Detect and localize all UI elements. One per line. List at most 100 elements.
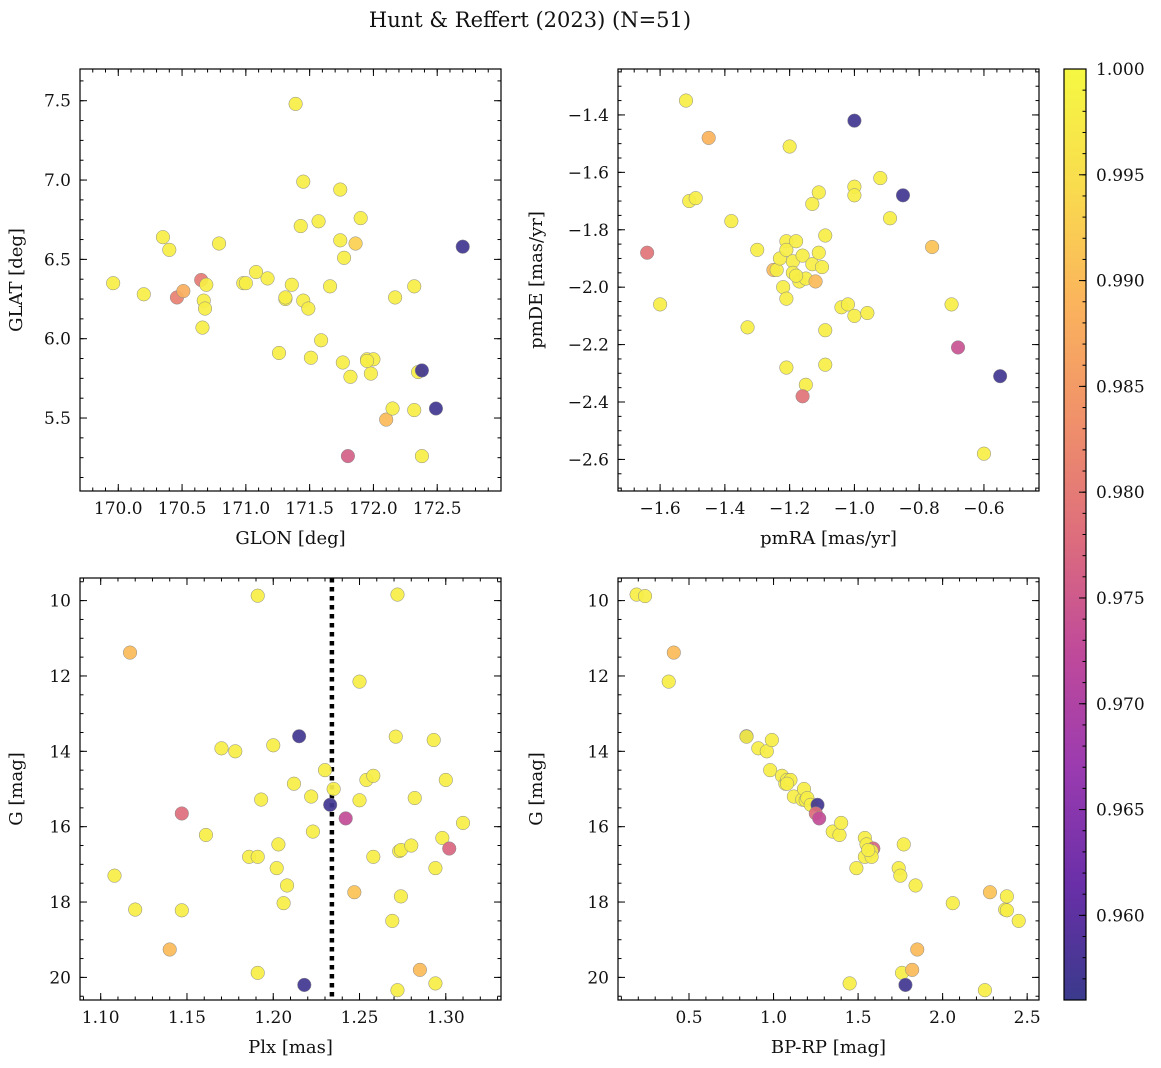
scatter-point [895,188,911,203]
scatter-point [950,340,966,355]
scatter-point [404,838,419,853]
scatter-point [333,182,348,197]
scatter-point [976,446,992,461]
scatter-point [893,868,908,883]
y-axis-label: GLAT [deg] [6,228,27,332]
x-axis-label: pmRA [mas/yr] [760,528,897,549]
scatter-point [214,741,229,756]
scatter-point [311,214,326,229]
scatter-point [107,868,122,883]
scatter-point [435,830,450,846]
panels: 170.0 170.5 171.0 171.5 172.0 172.5 5.5 6.0 6.5 7… [6,68,1041,1058]
scatter-point [873,171,888,186]
scatter-point [212,236,227,251]
scatter-point [811,185,826,200]
x-tick-label: 1.10 [82,1008,120,1028]
scatter-point [993,369,1008,384]
scatter-point [176,284,191,299]
scatter-point [661,674,676,689]
colorbar-tick-label: 0.980 [1096,483,1145,503]
x-axis-label: Plx [mas] [248,1037,333,1058]
y-axis-label: G [mag] [6,752,27,825]
scatter-point [254,792,269,807]
x-axis-label: BP-RP [mag] [771,1037,886,1058]
scatter-point [388,729,403,744]
scatter-point [795,389,810,404]
scatter-point [818,323,833,338]
panel-glon-glat: 170.0 170.5 171.0 171.5 172.0 172.5 5.5 6.0 6.5 7… [6,68,502,549]
x-axis-label: GLON [deg] [235,528,345,549]
y-tick-label: −2.2 [568,336,609,356]
scatter-point [740,320,755,335]
x-tick-label: 172.5 [413,499,462,519]
scatter-point [861,842,876,858]
colorbar-tick-label: 1.000 [1096,60,1145,80]
colorbar-tick-label: 0.990 [1096,272,1145,292]
scatter-point [379,412,394,427]
scatter-point [348,236,363,251]
colorbar: 0.960 0.965 0.970 0.975 0.980 0.985 0.990 0.995… [1063,60,1145,1001]
scatter-point [338,811,353,826]
scatter-point [390,587,405,602]
scatter-point [276,896,291,911]
scatter-point [847,308,862,323]
y-tick-label: −1.4 [568,106,609,126]
scatter-point [260,271,275,286]
scatter-point [640,245,655,260]
y-tick-label: −2.6 [568,450,609,470]
x-tick-label: 1.15 [168,1008,206,1028]
scatter-point [317,763,333,778]
scatter-point [779,242,794,257]
scatter-point [455,239,470,254]
scatter-point [428,976,443,991]
scatter-point [426,732,441,748]
scatter-point [360,353,375,368]
scatter-point [292,729,307,744]
scatter-point [278,290,293,305]
scatter-point [390,983,405,998]
scatter-points [629,587,1026,998]
x-tick-label: 172.0 [349,499,398,519]
scatter-point [363,366,378,381]
scatter-point [701,130,716,145]
scatter-point [750,242,765,257]
scatter-point [805,196,820,211]
scatter-point [340,449,355,464]
scatter-point [284,277,299,292]
scatter-point [385,401,400,416]
x-tick-label: 2.5 [1014,1008,1041,1028]
scatter-point [442,841,457,856]
scatter-point [195,320,210,335]
axis-ticks [618,578,1039,1000]
scatter-point [666,645,681,660]
y-tick-label: 16 [587,818,609,838]
y-tick-label: 12 [49,667,71,687]
scatter-point [638,589,653,604]
scatter-point [269,861,284,876]
scatter-point [653,297,668,312]
scatter-point [414,449,429,464]
scatter-point [414,363,429,378]
scatter-point [808,274,823,289]
scatter-point [688,191,703,206]
scatter-point [455,815,471,830]
scatter-point [910,942,925,957]
scatter-point [271,837,286,852]
scatter-point [388,290,403,305]
x-tick-label: 1.0 [760,1008,787,1028]
scatter-point [795,248,810,263]
scatter-point [842,976,857,991]
y-tick-label: 18 [587,893,609,913]
scatter-point [347,885,362,900]
y-tick-label: −1.8 [568,221,609,241]
scatter-point [982,885,998,900]
y-tick-label: −2.0 [568,278,609,298]
scatter-point [343,369,358,384]
y-tick-label: 10 [587,592,609,612]
scatter-point [304,789,319,804]
scatter-point [238,276,253,291]
scatter-point [882,211,898,226]
scatter-point [305,824,320,839]
scatter-points [640,93,1008,461]
scatter-point [288,96,303,111]
